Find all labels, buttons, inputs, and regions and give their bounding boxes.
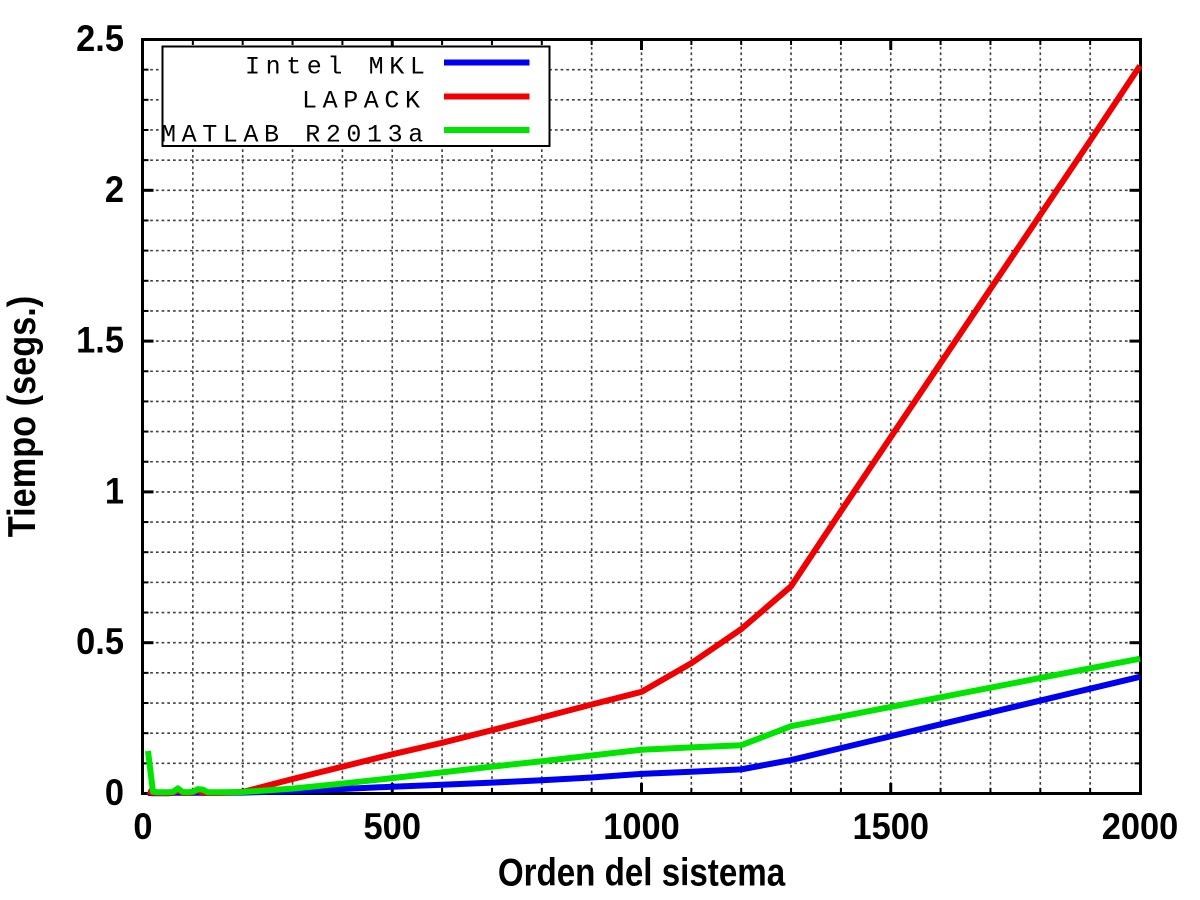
svg-text:MATLAB R2013a: MATLAB R2013a (161, 121, 429, 150)
svg-text:Intel MKL: Intel MKL (245, 52, 430, 81)
svg-text:1.5: 1.5 (76, 319, 124, 360)
svg-text:500: 500 (364, 806, 421, 847)
svg-text:Tiempo (segs.): Tiempo (segs.) (0, 296, 43, 537)
svg-text:Orden del sistema: Orden del sistema (498, 850, 786, 894)
svg-text:1: 1 (105, 470, 124, 511)
svg-text:2000: 2000 (1102, 806, 1179, 847)
svg-text:0: 0 (133, 806, 152, 847)
svg-text:1000: 1000 (603, 806, 680, 847)
svg-text:0: 0 (105, 772, 124, 813)
svg-text:2: 2 (105, 169, 124, 210)
svg-text:0.5: 0.5 (76, 621, 124, 662)
svg-text:LAPACK: LAPACK (302, 86, 426, 115)
svg-text:1500: 1500 (852, 806, 929, 847)
svg-text:2.5: 2.5 (76, 18, 124, 59)
